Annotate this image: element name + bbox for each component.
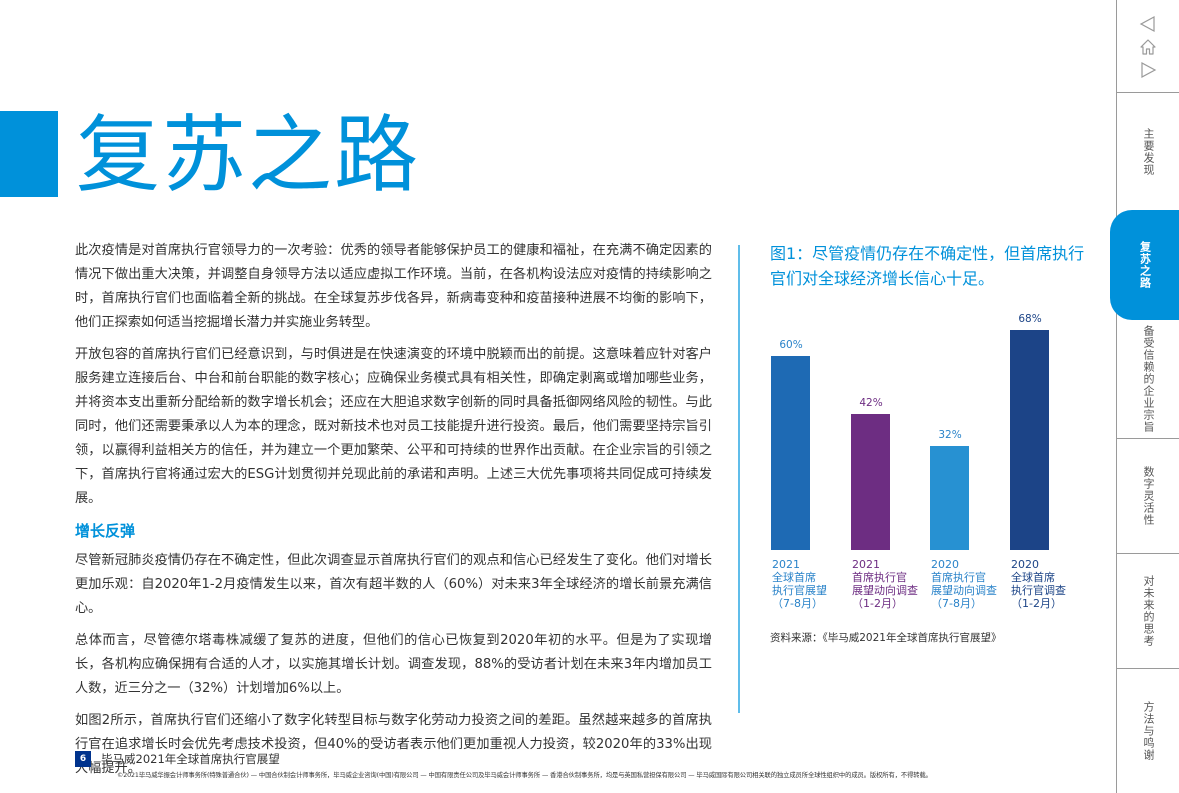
home-icon[interactable] [1137, 37, 1159, 57]
body-text: 此次疫情是对首席执行官领导力的一次考验：优秀的领导者能够保护员工的健康和福祉，在… [75, 239, 712, 789]
sidebar-divider [1116, 0, 1117, 793]
bar-value-label: 60% [779, 339, 803, 351]
section-subheading: 增长反弹 [75, 522, 136, 540]
page-number: 6 [75, 751, 91, 767]
bar-value-label: 32% [938, 429, 962, 441]
previous-page-icon[interactable] [1137, 14, 1159, 34]
page-navigation [1117, 0, 1179, 92]
sidebar-tab-label: 复苏之路 [1138, 241, 1152, 289]
sidebar-separator [1117, 438, 1179, 439]
paragraph: 开放包容的首席执行官们已经意识到，与时俱进是在快速演变的环境中脱颖而出的前提。这… [75, 347, 712, 506]
chart-bar [1010, 330, 1049, 550]
category-line: 2020 [1011, 558, 1039, 571]
title-accent-block [0, 111, 58, 197]
page-title: 复苏之路 [76, 106, 421, 204]
sidebar-tab-label: 备受信赖的企业宗旨 [1142, 325, 1155, 433]
chart-bar [851, 414, 890, 550]
category-line: （7-8月） [772, 597, 823, 610]
copyright-notice: ©2021毕马威华振会计师事务所(特殊普通合伙) — 中国合伙制会计师事务所，毕… [117, 772, 932, 779]
category-line: 展望动向调查 [931, 584, 997, 597]
sidebar-tab-digital-agility[interactable]: 数字灵活性 [1117, 439, 1179, 553]
sidebar-separator [1117, 553, 1179, 554]
bar-value-label: 68% [1018, 313, 1042, 325]
figure-divider [738, 245, 740, 713]
next-page-icon[interactable] [1137, 60, 1159, 80]
paragraph: 尽管新冠肺炎疫情仍存在不确定性，但此次调查显示首席执行官们的观点和信心已经发生了… [75, 553, 712, 616]
bar-category-label: 2020 全球首席 执行官调查 （1-2月） [1011, 558, 1066, 610]
sidebar-separator [1117, 668, 1179, 669]
sidebar-tab-trusted-purpose[interactable]: 备受信赖的企业宗旨 [1117, 320, 1179, 438]
bar-category-label: 2021 首席执行官 展望动向调查 （1-2月） [852, 558, 918, 610]
bar-category-label: 2021 全球首席 执行官展望 （7-8月） [772, 558, 827, 610]
sidebar-tab-label: 主要发现 [1142, 127, 1155, 176]
sidebar-tab-road-to-recovery[interactable]: 复苏之路 [1110, 210, 1179, 320]
sidebar-tab-future-thinking[interactable]: 对未来的思考 [1117, 554, 1179, 668]
sidebar-tab-label: 对未来的思考 [1142, 575, 1155, 647]
category-line: （1-2月） [1011, 597, 1062, 610]
category-line: 全球首席 [772, 571, 816, 584]
category-line: 执行官调查 [1011, 584, 1066, 597]
category-line: 首席执行官 [852, 571, 907, 584]
figure-title: 图1：尽管疫情仍存在不确定性，但首席执行官们对全球经济增长信心十足。 [770, 244, 1085, 288]
category-line: 执行官展望 [772, 584, 827, 597]
sidebar-tab-methodology[interactable]: 方法与鸣谢 [1117, 669, 1179, 793]
paragraph: 总体而言，尽管德尔塔毒株减缓了复苏的进度，但他们的信心已恢复到2020年初的水平… [75, 633, 712, 696]
figure-source: 资料来源：《毕马威2021年全球首席执行官展望》 [770, 632, 1002, 644]
bar-value-label: 42% [859, 397, 883, 409]
sidebar-tab-key-findings[interactable]: 主要发现 [1117, 93, 1179, 210]
category-line: 2020 [931, 558, 959, 571]
publication-title: 毕马威2021年全球首席执行官展望 [101, 752, 280, 766]
chart-bar [771, 356, 810, 550]
category-line: 全球首席 [1011, 571, 1055, 584]
category-line: （1-2月） [852, 597, 903, 610]
sidebar-tab-label: 方法与鸣谢 [1142, 701, 1155, 761]
chart-bar [930, 446, 969, 550]
category-line: 2021 [852, 558, 880, 571]
paragraph: 如图2所示，首席执行官们还缩小了数字化转型目标与数字化劳动力投资之间的差距。虽然… [75, 713, 712, 776]
sidebar-separator [1117, 92, 1179, 93]
paragraph: 此次疫情是对首席执行官领导力的一次考验：优秀的领导者能够保护员工的健康和福祉，在… [75, 243, 712, 330]
category-line: 首席执行官 [931, 571, 986, 584]
category-line: 2021 [772, 558, 800, 571]
sidebar-tab-label: 数字灵活性 [1142, 466, 1155, 526]
category-line: （7-8月） [931, 597, 982, 610]
bar-category-label: 2020 首席执行官 展望动向调查 （7-8月） [931, 558, 997, 610]
category-line: 展望动向调查 [852, 584, 918, 597]
